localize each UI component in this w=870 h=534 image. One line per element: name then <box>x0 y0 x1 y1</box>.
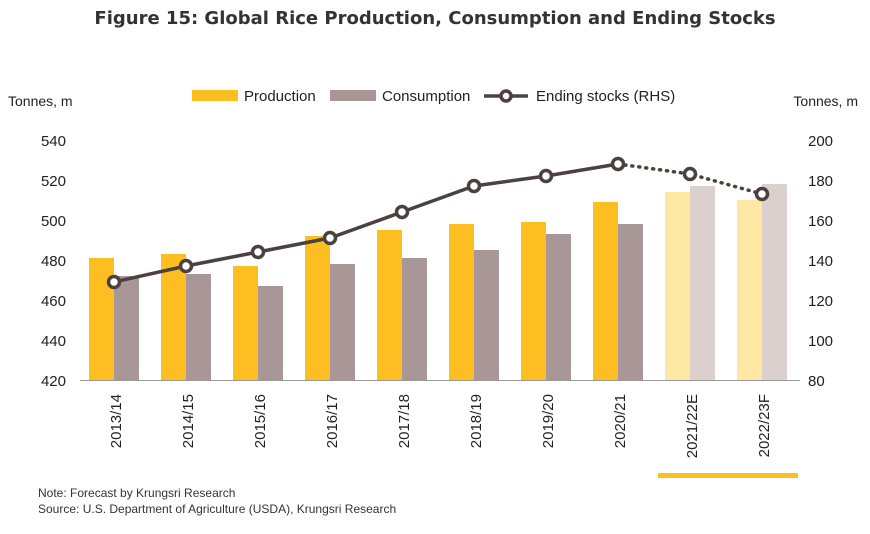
left-axis-ticks: 420 440 460 480 500 520 540 <box>41 133 66 390</box>
right-tick-label: 180 <box>808 173 833 190</box>
consumption-bar <box>474 250 499 380</box>
legend-marker <box>499 89 513 103</box>
right-tick-label: 80 <box>808 373 825 390</box>
production-bar <box>233 266 258 380</box>
ending-stocks-actual-line <box>113 162 619 284</box>
chart-notes: Note: Forecast by Krungsri Research Sour… <box>38 485 396 517</box>
legend: Production Consumption Ending stocks (RHS) <box>192 88 675 105</box>
x-tick-label: 2022/23F <box>756 394 773 457</box>
left-tick-label: 460 <box>41 293 66 310</box>
consumption-bar <box>546 234 571 380</box>
bars <box>89 184 787 380</box>
legend-label: Ending stocks (RHS) <box>536 88 675 105</box>
production-bar <box>449 224 474 380</box>
ending-stocks-point <box>466 178 482 194</box>
forecast-marker <box>658 473 798 478</box>
left-tick-label: 520 <box>41 173 66 190</box>
ending-stocks-point <box>538 168 554 184</box>
ending-stocks-point <box>178 258 194 274</box>
consumption-bar <box>258 286 283 380</box>
ending-stocks-point <box>754 186 770 202</box>
x-axis-tick-labels: 2013/14 2014/15 2015/16 2016/17 2017/18 2018/… <box>108 394 773 458</box>
legend-label: Production <box>244 88 316 105</box>
left-axis-label: Tonnes, m <box>8 93 73 109</box>
right-axis-ticks: 80 100 120 140 160 180 200 <box>808 133 833 390</box>
left-tick-label: 440 <box>41 333 66 350</box>
consumption-bar <box>186 274 211 380</box>
legend-swatch <box>192 90 238 101</box>
legend-item: Ending stocks (RHS) <box>484 88 675 105</box>
source-note: Source: U.S. Department of Agriculture (… <box>38 502 397 516</box>
ending-stocks-point <box>106 274 122 290</box>
ending-stocks-point <box>322 230 338 246</box>
production-bar <box>665 192 690 380</box>
legend-label: Consumption <box>382 88 470 105</box>
legend-item: Consumption <box>330 88 470 105</box>
right-tick-label: 120 <box>808 293 833 310</box>
x-tick-label: 2016/17 <box>324 394 341 448</box>
left-tick-label: 500 <box>41 213 66 230</box>
right-tick-label: 160 <box>808 213 833 230</box>
x-tick-label: 2014/15 <box>180 394 197 448</box>
x-tick-label: 2020/21 <box>612 394 629 448</box>
production-bar <box>377 230 402 380</box>
ending-stocks-point <box>682 166 698 182</box>
production-bar <box>305 236 330 380</box>
left-tick-label: 540 <box>41 133 66 150</box>
production-bar <box>737 200 762 380</box>
right-tick-label: 140 <box>808 253 833 270</box>
consumption-bar <box>402 258 427 380</box>
x-tick-label: 2017/18 <box>396 394 413 448</box>
right-tick-label: 100 <box>808 333 833 350</box>
right-axis-label: Tonnes, m <box>793 93 858 109</box>
x-tick-label: 2018/19 <box>468 394 485 448</box>
chart-title: Figure 15: Global Rice Production, Consu… <box>94 8 776 29</box>
forecast-note: Note: Forecast by Krungsri Research <box>38 486 236 500</box>
legend-item: Production <box>192 88 316 105</box>
x-tick-label: 2013/14 <box>108 394 125 448</box>
x-tick-label: 2019/20 <box>540 394 557 448</box>
consumption-bar <box>114 276 139 380</box>
left-tick-label: 420 <box>41 373 66 390</box>
production-bar <box>161 254 186 380</box>
consumption-bar <box>690 186 715 380</box>
consumption-bar <box>330 264 355 380</box>
ending-stocks-line <box>106 156 770 290</box>
right-tick-label: 200 <box>808 133 833 150</box>
consumption-bar <box>618 224 643 380</box>
x-tick-label: 2021/22E <box>684 394 701 458</box>
ending-stocks-point <box>394 204 410 220</box>
legend-swatch <box>330 90 376 101</box>
production-bar <box>593 202 618 380</box>
consumption-bar <box>762 184 787 380</box>
ending-stocks-point <box>250 244 266 260</box>
left-tick-label: 480 <box>41 253 66 270</box>
production-bar <box>521 222 546 380</box>
ending-stocks-point <box>610 156 626 172</box>
x-tick-label: 2015/16 <box>252 394 269 448</box>
